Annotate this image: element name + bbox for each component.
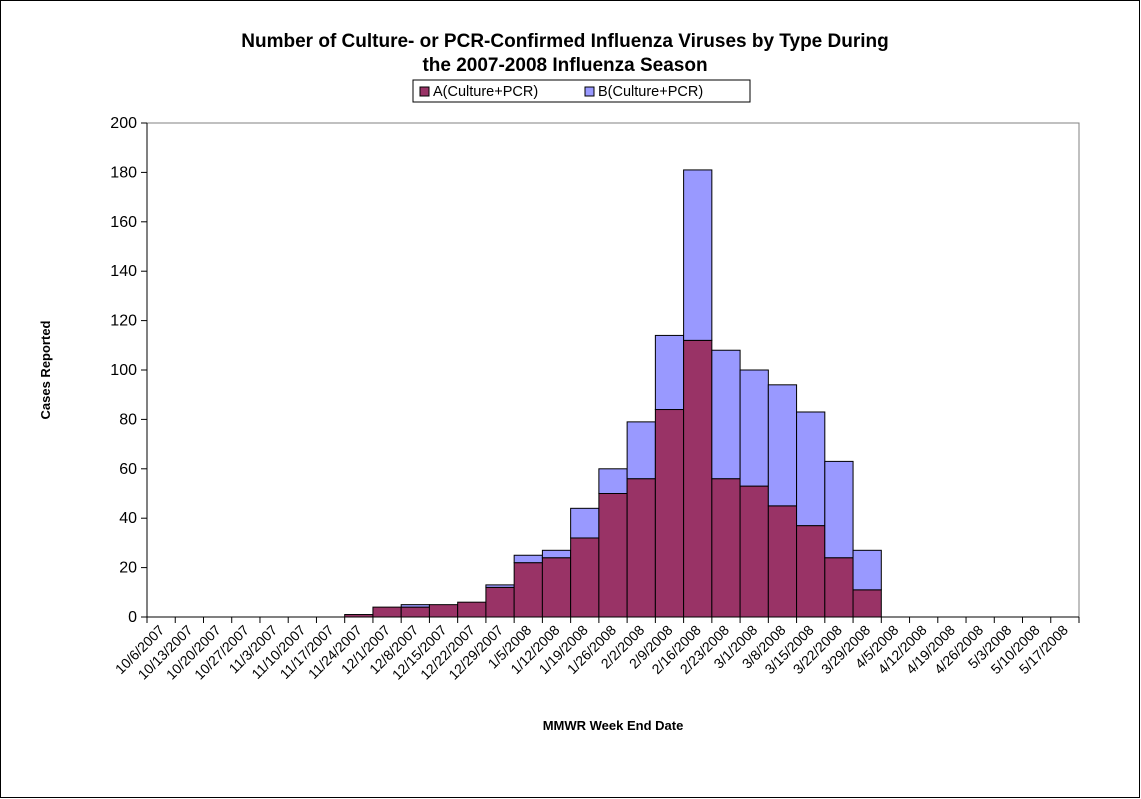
bar-a	[400, 606, 430, 618]
bar-a	[513, 562, 543, 618]
y-tick-label: 0	[128, 609, 137, 626]
y-tick-label: 140	[110, 263, 137, 280]
y-tick-label: 160	[110, 214, 137, 231]
bar-a	[852, 589, 882, 618]
legend: A(Culture+PCR) B(Culture+PCR)	[412, 79, 751, 103]
bar-a	[683, 339, 713, 618]
bar-b	[852, 549, 882, 591]
y-tick-label: 180	[110, 164, 137, 181]
y-tick-label: 120	[110, 313, 137, 330]
legend-label-b: B(Culture+PCR)	[598, 84, 703, 100]
y-tick-label: 80	[119, 411, 137, 428]
chart-title-line-2: the 2007-2008 Influenza Season	[422, 55, 707, 76]
bar-b	[400, 604, 430, 608]
bar-b	[626, 421, 656, 480]
bar-a	[711, 478, 741, 618]
bar-b	[654, 334, 685, 411]
y-tick-label: 100	[110, 362, 137, 379]
x-axis-label: MMWR Week End Date	[543, 718, 684, 733]
bar-b	[824, 460, 854, 559]
bar-a	[626, 478, 656, 618]
y-tick-label: 200	[110, 115, 137, 132]
y-tick-label: 60	[119, 461, 137, 478]
bar-a	[654, 409, 685, 618]
plot-area: 0 20 40 60 80 100 120 140 160 180 200 10/6/200710/…	[110, 115, 1080, 683]
legend-box	[412, 79, 751, 103]
x-axis: 10/6/200710/13/200710/20/200710/27/20071…	[112, 616, 1080, 683]
legend-swatch-a	[419, 86, 430, 97]
y-axis-label: Cases Reported	[38, 320, 53, 419]
chart-title-line-1: Number of Culture- or PCR-Confirmed Infl…	[241, 31, 888, 52]
bar-a	[767, 505, 798, 618]
bar-b	[541, 549, 572, 559]
bar-a	[598, 493, 628, 618]
bar-a	[457, 601, 487, 618]
y-tick-label: 20	[119, 560, 137, 577]
bar-a	[372, 606, 402, 618]
bar-a	[541, 557, 572, 618]
bar-b	[598, 468, 628, 494]
bar-a	[796, 525, 826, 618]
bar-b	[711, 349, 741, 480]
bar-a	[428, 604, 459, 618]
bar-b	[485, 584, 515, 588]
y-tick-label: 40	[119, 510, 137, 527]
bar-b	[683, 169, 713, 341]
bar-b	[739, 369, 769, 487]
y-axis: 0 20 40 60 80 100 120 140 160 180 200	[110, 115, 148, 626]
bar-a	[739, 485, 769, 618]
bar-b	[570, 507, 600, 539]
bar-b	[513, 554, 543, 564]
legend-label-a: A(Culture+PCR)	[433, 84, 538, 100]
bar-a	[485, 586, 515, 618]
legend-swatch-b	[584, 86, 595, 97]
bar-b	[767, 384, 798, 507]
bars-group	[344, 169, 882, 618]
bar-a	[824, 557, 854, 618]
bar-b	[796, 411, 826, 527]
bar-a	[570, 537, 600, 618]
